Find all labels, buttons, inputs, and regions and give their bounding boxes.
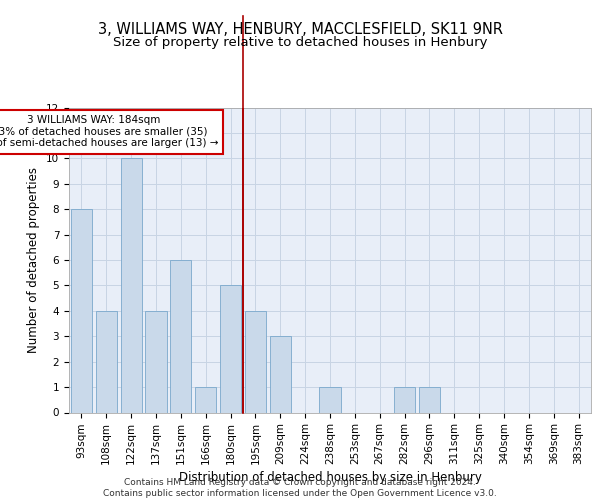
Bar [319,387,341,412]
Bar [96,311,117,412]
Text: Size of property relative to detached houses in Henbury: Size of property relative to detached ho… [113,36,487,49]
Y-axis label: Number of detached properties: Number of detached properties [28,167,40,353]
Bar [270,336,291,412]
Bar [394,387,415,412]
Bar [220,286,241,412]
Bar [419,387,440,412]
Text: 3, WILLIAMS WAY, HENBURY, MACCLESFIELD, SK11 9NR: 3, WILLIAMS WAY, HENBURY, MACCLESFIELD, … [97,22,503,38]
Bar [245,311,266,412]
Bar [170,260,191,412]
Bar [145,311,167,412]
Text: Contains HM Land Registry data © Crown copyright and database right 2024.
Contai: Contains HM Land Registry data © Crown c… [103,478,497,498]
Text: 3 WILLIAMS WAY: 184sqm
← 73% of detached houses are smaller (35)
27% of semi-det: 3 WILLIAMS WAY: 184sqm ← 73% of detached… [0,115,218,148]
Bar [121,158,142,412]
Bar [195,387,216,412]
Bar [71,209,92,412]
X-axis label: Distribution of detached houses by size in Henbury: Distribution of detached houses by size … [179,472,481,484]
